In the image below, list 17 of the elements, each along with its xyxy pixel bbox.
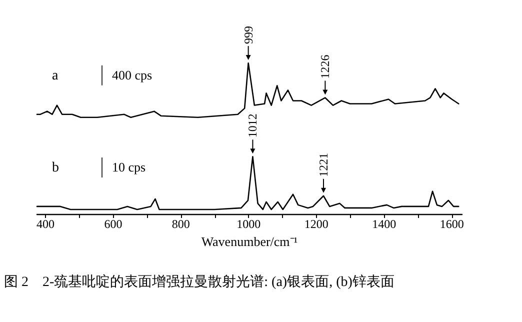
x-tick-label: 1600	[440, 217, 464, 231]
x-tick-label: 1200	[304, 217, 328, 231]
annotation: 999	[241, 26, 256, 44]
x-tick-label: 800	[172, 217, 190, 231]
series-label: a	[52, 68, 59, 84]
annotation: 1221	[316, 152, 330, 177]
x-tick-label: 1000	[236, 217, 261, 231]
x-tick-label: 400	[36, 217, 54, 231]
x-tick-label: 1400	[372, 217, 396, 231]
text: b	[52, 160, 59, 176]
annotation: 1226	[318, 54, 332, 79]
annotation: 400 cps	[112, 67, 152, 82]
x-tick-label: 600	[104, 217, 122, 231]
caption: 图 2 2-巯基吡啶的表面增强拉曼散射光谱: (a)银表面, (b)锌表面	[4, 273, 396, 292]
x-axis-title: Wavenumber/cm⁻¹	[201, 234, 298, 249]
annotation: 10 cps	[112, 159, 146, 174]
annotation: 1012	[246, 114, 260, 138]
